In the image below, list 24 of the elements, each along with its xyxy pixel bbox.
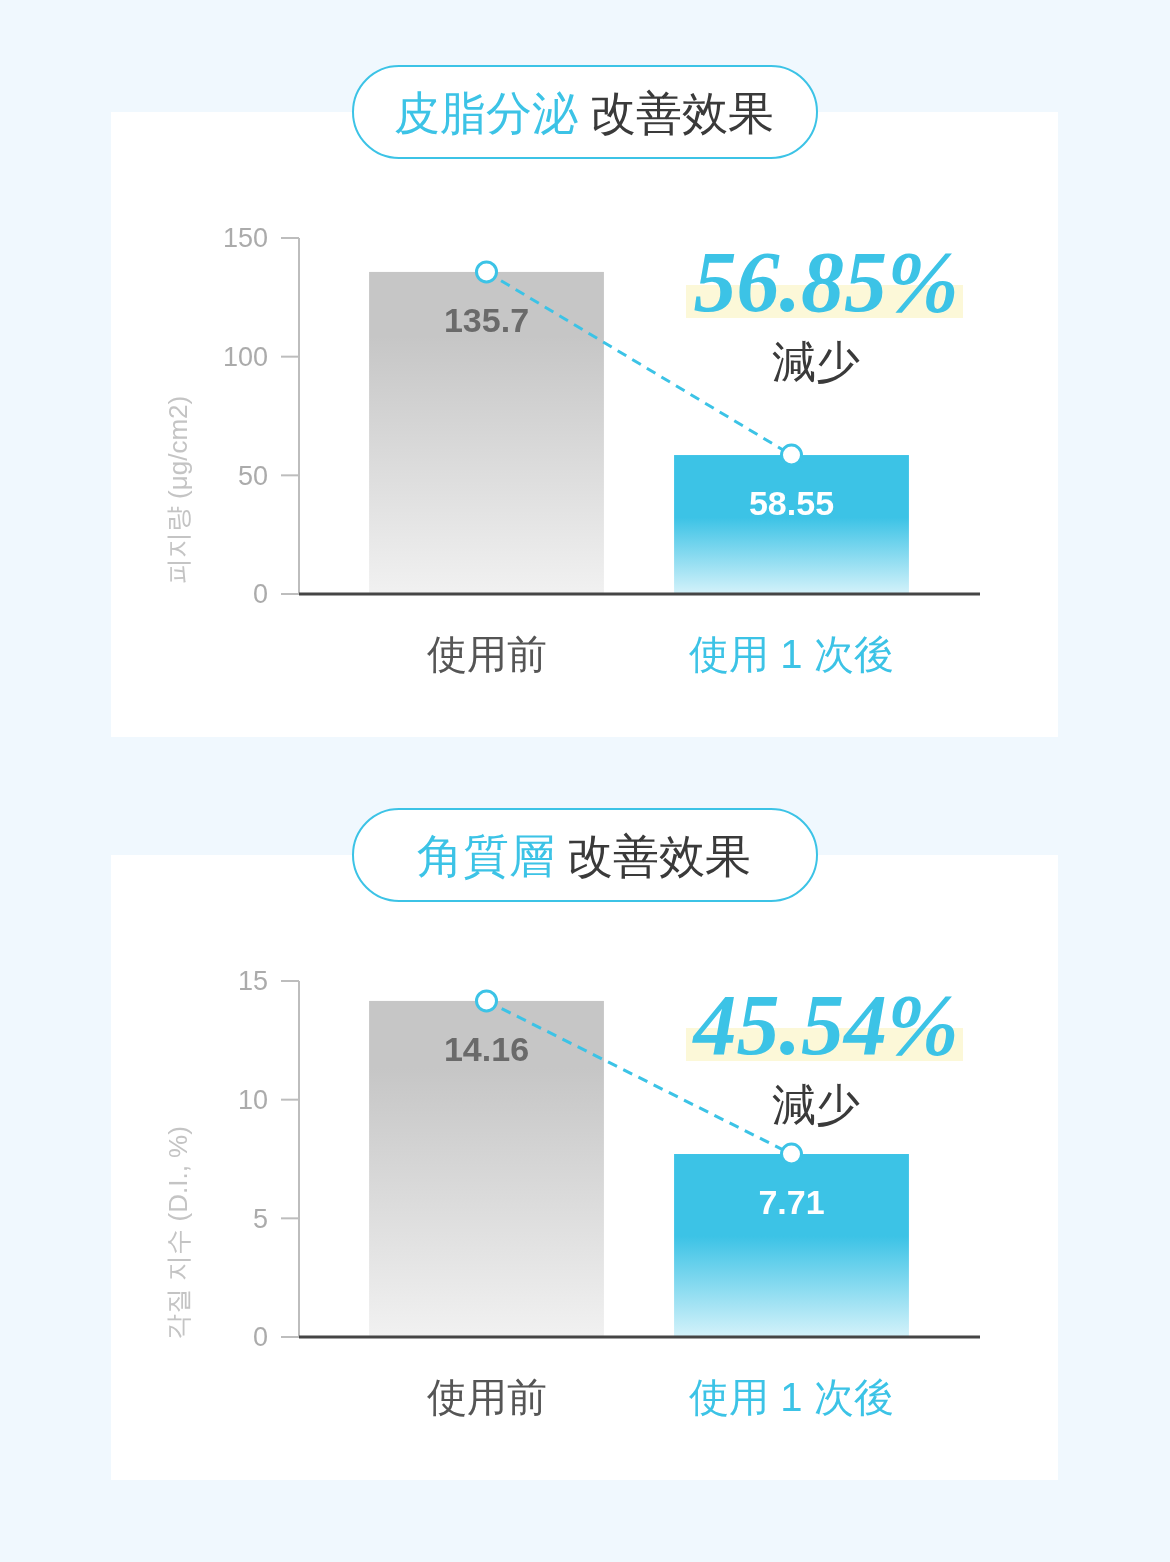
chart-title: 皮脂分泌 改善效果 <box>393 87 775 139</box>
y-tick-label: 15 <box>237 966 268 997</box>
data-label: 58.55 <box>748 484 835 523</box>
annotation: 56.85% <box>693 234 959 330</box>
x-tick-label: 使用前 <box>426 632 547 676</box>
data-label: 135.7 <box>443 300 530 339</box>
y-axis-title: 피지량 (μg/cm2) <box>163 395 193 585</box>
data-label: 7.71 <box>758 1183 825 1222</box>
y-tick-label: 0 <box>252 579 268 610</box>
data-label: 14.16 <box>443 1029 530 1068</box>
x-tick-label: 使用 1 次後 <box>689 1375 894 1419</box>
y-tick-label: 150 <box>222 223 268 254</box>
annotation: 減少 <box>772 1080 860 1129</box>
y-tick-label: 5 <box>252 1203 268 1234</box>
y-tick-label: 0 <box>252 1322 268 1353</box>
annotation: 減少 <box>772 337 860 386</box>
chart-title: 角質層 改善效果 <box>416 830 752 882</box>
y-axis-title: 각질 지수 (D.I., %) <box>163 1126 193 1340</box>
x-tick-label: 使用前 <box>426 1375 547 1419</box>
y-tick-label: 100 <box>222 342 268 373</box>
y-tick-label: 10 <box>237 1085 268 1116</box>
x-tick-label: 使用 1 次後 <box>689 632 894 676</box>
annotation: 45.54% <box>691 977 959 1073</box>
y-tick-label: 50 <box>237 460 268 491</box>
